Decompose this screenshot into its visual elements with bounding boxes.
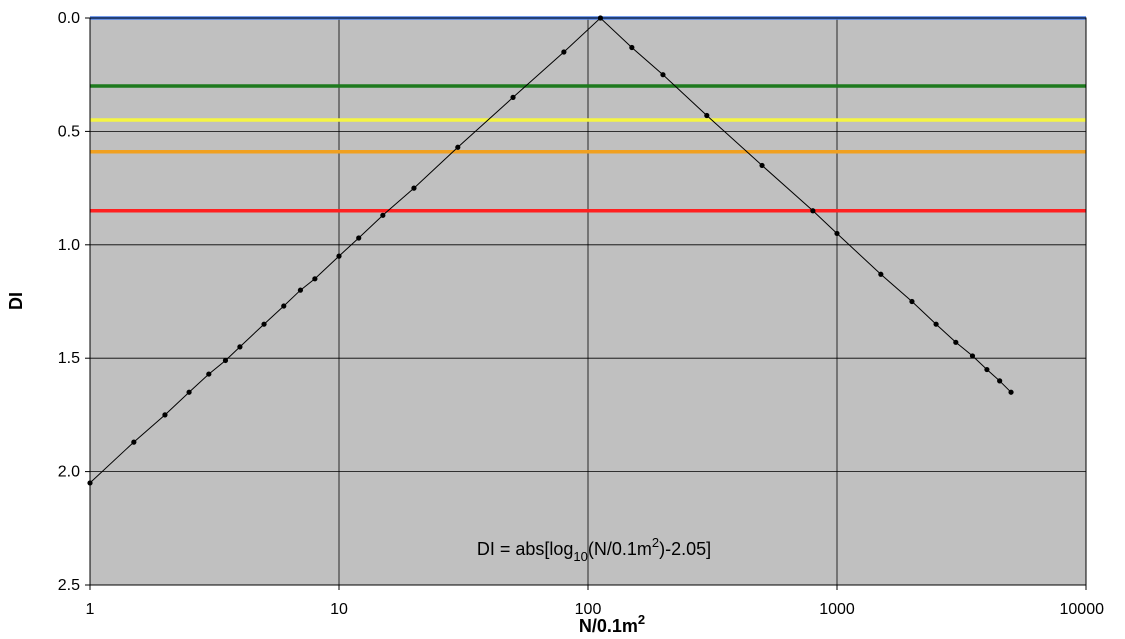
x-tick-label: 10	[330, 601, 348, 618]
data-point	[704, 112, 710, 119]
data-point	[237, 344, 243, 350]
data-series	[87, 15, 1014, 486]
data-point	[997, 378, 1003, 384]
x-tick-label: 1000	[819, 601, 855, 618]
data-point	[380, 212, 386, 218]
data-point	[878, 271, 884, 277]
data-point	[660, 72, 666, 78]
x-tick-label: 10000	[1060, 601, 1105, 618]
formula-sup: 2	[652, 535, 659, 550]
x-axis-title-sup: 2	[638, 612, 645, 627]
y-axis-title: DI	[6, 292, 26, 310]
data-point	[162, 412, 168, 418]
data-point	[909, 298, 915, 305]
data-point	[206, 371, 212, 377]
x-axis-title-main: N/0.1m	[579, 616, 638, 636]
formula-sub: 10	[573, 549, 587, 564]
data-point	[222, 357, 229, 364]
data-point	[281, 303, 287, 309]
y-tick-label: 2.5	[58, 577, 80, 594]
data-point	[186, 389, 192, 395]
data-point	[131, 439, 137, 445]
x-tick-labels: 1 10 100 1000 10000	[86, 585, 1105, 618]
formula-prefix: DI = abs[log	[477, 539, 574, 559]
data-point	[984, 366, 990, 373]
data-point	[810, 208, 816, 214]
y-tick-label: 0.0	[58, 10, 80, 27]
data-point	[510, 94, 516, 100]
data-point	[455, 144, 461, 150]
data-point	[759, 162, 765, 169]
y-tick-label: 2.0	[58, 464, 80, 481]
data-point	[629, 44, 635, 51]
data-point	[953, 339, 959, 345]
formula-mid: (N/0.1m	[588, 539, 652, 559]
gridlines	[90, 18, 1086, 585]
y-tick-label: 1.5	[58, 350, 80, 367]
formula-annotation: DI = abs[log10(N/0.1m2)-2.05]	[477, 535, 711, 564]
data-point	[1008, 389, 1014, 395]
formula-suffix: )-2.05]	[659, 539, 711, 559]
data-point	[411, 185, 417, 191]
data-point	[356, 235, 362, 241]
y-tick-label: 1.0	[58, 237, 80, 254]
y-tick-label: 0.5	[58, 123, 80, 140]
data-point	[834, 230, 840, 237]
data-point	[297, 287, 304, 293]
data-point	[561, 49, 567, 55]
data-point	[312, 276, 318, 282]
data-point	[969, 353, 976, 359]
x-tick-label: 1	[86, 601, 95, 618]
data-point	[261, 321, 267, 327]
x-axis-title: N/0.1m2	[579, 612, 645, 636]
x-tick-label: 100	[575, 601, 602, 618]
data-point	[336, 253, 342, 259]
data-point	[933, 321, 939, 327]
y-tick-labels: 0.0 0.5 1.0 1.5 2.0 2.5	[58, 10, 90, 594]
